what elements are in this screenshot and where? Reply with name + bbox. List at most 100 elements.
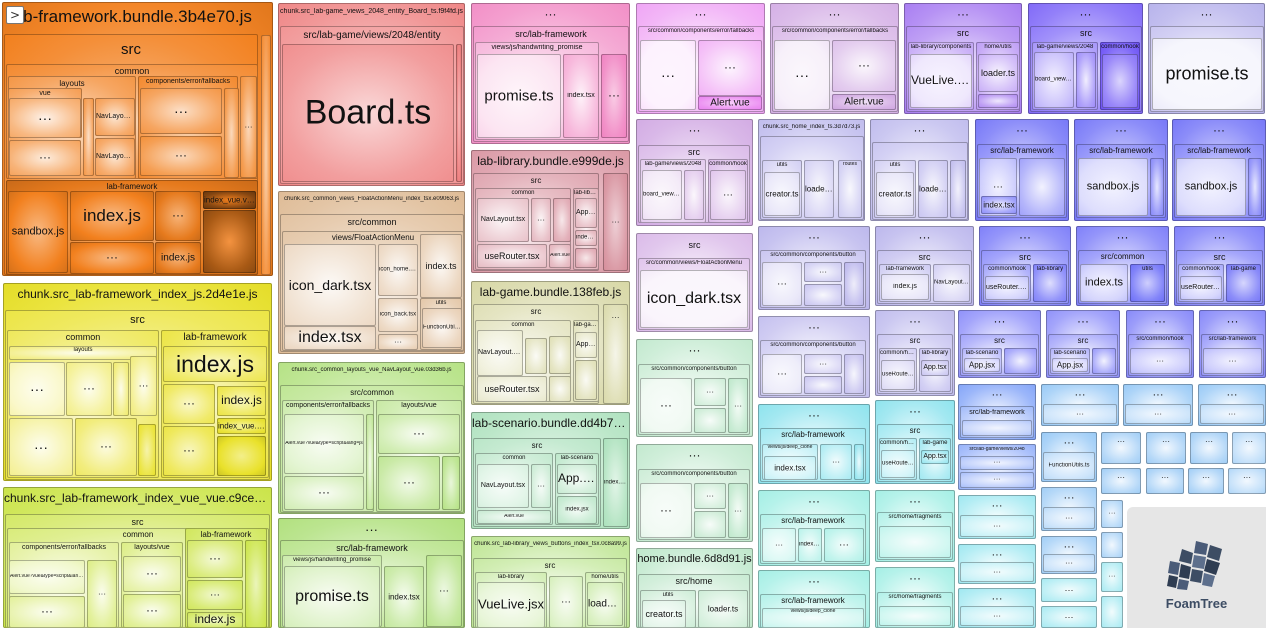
treemap-cell-index_js[interactable]: index.js xyxy=(70,191,154,241)
treemap-cell-promise_ts[interactable]: promise.ts xyxy=(1152,38,1262,110)
treemap-cell-dots[interactable]: ··· xyxy=(694,378,726,406)
treemap-cell-dots[interactable]: ··· xyxy=(1101,500,1123,528)
treemap-cell-index_js[interactable]: index.js xyxy=(881,274,929,300)
treemap-cell-item[interactable] xyxy=(549,336,571,374)
treemap-cell-item[interactable] xyxy=(1092,348,1116,374)
treemap-cell-dots[interactable]: ··· xyxy=(1228,468,1266,494)
treemap-cell-index_tsx[interactable]: index.tsx xyxy=(981,196,1017,214)
treemap-cell-index_tsx[interactable]: index.tsx xyxy=(284,326,376,350)
treemap-cell-dots[interactable]: ··· xyxy=(774,40,830,110)
treemap-cell-dots[interactable]: ··· xyxy=(187,580,243,610)
treemap-cell-item[interactable] xyxy=(950,160,966,218)
treemap-cell-dots[interactable]: ··· xyxy=(1190,432,1228,464)
treemap-cell-navlayout_tsx[interactable]: NavLayout.tsx xyxy=(933,264,970,302)
treemap-cell-item[interactable] xyxy=(575,248,597,268)
treemap-cell-views_js_deep_clone2[interactable]: views/js/deep_clone xyxy=(762,608,864,628)
treemap-cell-index_jsx[interactable]: index.jsx xyxy=(557,496,597,524)
treemap-cell-dots[interactable]: ··· xyxy=(1043,554,1095,572)
treemap-cell-loader_ts[interactable]: loader.ts xyxy=(804,160,834,218)
treemap-cell-dots[interactable]: ··· xyxy=(601,54,627,138)
treemap-cell-icon_dark_tsx[interactable]: icon_dark.tsx xyxy=(640,270,748,328)
treemap-cell-vuelive_jsx[interactable]: VueLive.jsx xyxy=(477,582,545,628)
treemap-cell-dots[interactable]: ··· xyxy=(728,483,748,538)
treemap-cell-function_utils[interactable]: FunctionUtils.ts xyxy=(422,308,462,348)
treemap-cell-item[interactable] xyxy=(854,444,864,480)
treemap-cell-dots[interactable]: ··· xyxy=(694,483,726,509)
treemap-cell-loader_ts[interactable]: loader.ts xyxy=(978,54,1018,92)
treemap-cell-navlayout_tsx[interactable]: NavLayout.tsx xyxy=(477,464,529,508)
treemap-cell-item[interactable] xyxy=(525,338,547,374)
treemap-cell-userouter_tsx[interactable]: useRouter.tsx xyxy=(1180,276,1222,300)
treemap-cell-item[interactable] xyxy=(366,414,374,510)
treemap-cell-alert_vue[interactable]: Alert.vue xyxy=(832,94,896,110)
treemap-cell-dots[interactable]: ··· xyxy=(87,560,117,628)
treemap-cell-alert_vue[interactable]: Alert.vue xyxy=(698,96,762,110)
treemap-cell-app_jsx[interactable]: App.jsx xyxy=(964,358,1000,372)
treemap-cell-index_js[interactable]: index.js xyxy=(163,346,267,382)
treemap-cell-dots[interactable]: ··· xyxy=(762,528,796,562)
treemap-cell-index_tsx[interactable]: index.tsx xyxy=(384,566,424,628)
treemap-cell-dots[interactable]: ··· xyxy=(1232,432,1266,464)
treemap-cell-dots[interactable]: ··· xyxy=(820,444,852,480)
treemap-cell-sandbox_js[interactable]: sandbox.js xyxy=(1176,158,1246,216)
treemap-cell-item[interactable] xyxy=(879,606,951,626)
treemap-cell-index_js[interactable]: index.js xyxy=(155,242,201,274)
treemap-cell-navlayout_tsx[interactable]: NavLayout.tsx xyxy=(95,98,135,136)
treemap-cell-item[interactable] xyxy=(1004,348,1037,374)
treemap-cell-userouter_tsx[interactable]: useRouter.tsx xyxy=(881,360,915,390)
treemap-cell-dots[interactable]: ··· xyxy=(960,606,1034,626)
treemap-cell-icon_dark_tsx[interactable]: icon_dark.tsx xyxy=(284,244,376,326)
treemap-cell-creator_ts[interactable]: creator.ts xyxy=(876,172,914,216)
treemap-cell-dots[interactable]: ··· xyxy=(960,562,1034,582)
treemap-cell-item[interactable] xyxy=(1101,596,1123,628)
treemap-cell-dots[interactable]: ··· xyxy=(824,528,864,562)
treemap-cell-dots[interactable]: ··· xyxy=(155,191,201,241)
treemap-cell-dots[interactable]: ··· xyxy=(66,362,112,416)
treemap-cell-vuelive_jsx[interactable]: VueLive.jsx xyxy=(910,54,972,108)
treemap-cell-userouter_tsx[interactable]: useRouter.tsx xyxy=(477,244,547,268)
treemap-cell-userouter_tsx[interactable]: useRouter.tsx xyxy=(985,276,1029,300)
treemap-cell-creator_ts[interactable]: creator.ts xyxy=(764,172,800,216)
treemap-cell-dots[interactable]: ··· xyxy=(549,576,583,628)
treemap-cell-item[interactable] xyxy=(245,540,267,628)
treemap-cell-dots[interactable]: ··· xyxy=(140,136,222,176)
treemap-cell-item[interactable] xyxy=(224,88,239,178)
treemap-cell-dots[interactable]: ··· xyxy=(531,464,551,508)
treemap-cell-item[interactable] xyxy=(694,408,726,433)
treemap-cell-item[interactable] xyxy=(1102,54,1138,108)
treemap-cell-item[interactable] xyxy=(203,210,256,273)
treemap-cell-dots[interactable]: ··· xyxy=(603,173,628,271)
treemap-cell-dots[interactable]: ··· xyxy=(1130,348,1190,374)
treemap-cell-dots[interactable]: ··· xyxy=(1125,404,1191,424)
treemap-cell-dots[interactable]: ··· xyxy=(640,483,692,538)
treemap-cell-item[interactable] xyxy=(553,198,571,242)
treemap-cell-dots[interactable]: ··· xyxy=(1101,562,1123,592)
treemap-cell-dots[interactable]: ··· xyxy=(960,456,1034,470)
treemap-cell-dots[interactable]: ··· xyxy=(1188,468,1224,494)
treemap-cell-dots[interactable]: ··· xyxy=(378,456,440,510)
treemap-cell-promise_ts[interactable]: promise.ts xyxy=(284,566,380,628)
treemap-cell-loader_ts[interactable]: loader.ts xyxy=(918,160,948,218)
treemap-cell-board_view_tsx[interactable]: board_view.tsx xyxy=(642,170,682,220)
treemap-cell-item[interactable] xyxy=(261,35,271,275)
treemap-cell-index_js[interactable]: index.js xyxy=(217,386,266,416)
treemap-cell-dots[interactable]: ··· xyxy=(163,384,215,424)
treemap-cell-index_js[interactable]: index.js xyxy=(187,612,243,628)
treemap-cell-dots[interactable]: ··· xyxy=(832,40,896,92)
treemap-cell-icon_home_tsx[interactable]: icon_home.tsx xyxy=(378,244,418,296)
treemap-cell-dots[interactable]: ··· xyxy=(378,334,418,350)
treemap-cell-app_tsx[interactable]: App.tsx xyxy=(921,360,949,376)
treemap-cell-index_vue_vue[interactable]: index_vue.vue xyxy=(203,191,256,209)
treemap-cell-navlayout_tsx[interactable]: NavLayout.tsx xyxy=(95,138,135,176)
treemap-cell-item[interactable] xyxy=(113,362,129,416)
treemap-cell-utils[interactable]: utils xyxy=(1130,264,1165,302)
treemap-cell-dots[interactable]: ··· xyxy=(123,594,181,628)
treemap-cell-board_view_tsx[interactable]: board_view.tsx xyxy=(1034,52,1074,108)
treemap-cell-alert_vue_type[interactable]: Alert.vue?vue&type=script&lang=js xyxy=(9,560,85,594)
treemap-cell-dots[interactable]: ··· xyxy=(1200,404,1264,424)
treemap-cell-routes[interactable]: routes xyxy=(838,160,862,218)
treemap-cell-dots[interactable]: ··· xyxy=(960,472,1034,488)
treemap-cell-dots[interactable]: ··· xyxy=(804,262,842,282)
treemap-cell-dots[interactable]: ··· xyxy=(140,88,222,134)
treemap-cell-item[interactable] xyxy=(83,98,94,176)
